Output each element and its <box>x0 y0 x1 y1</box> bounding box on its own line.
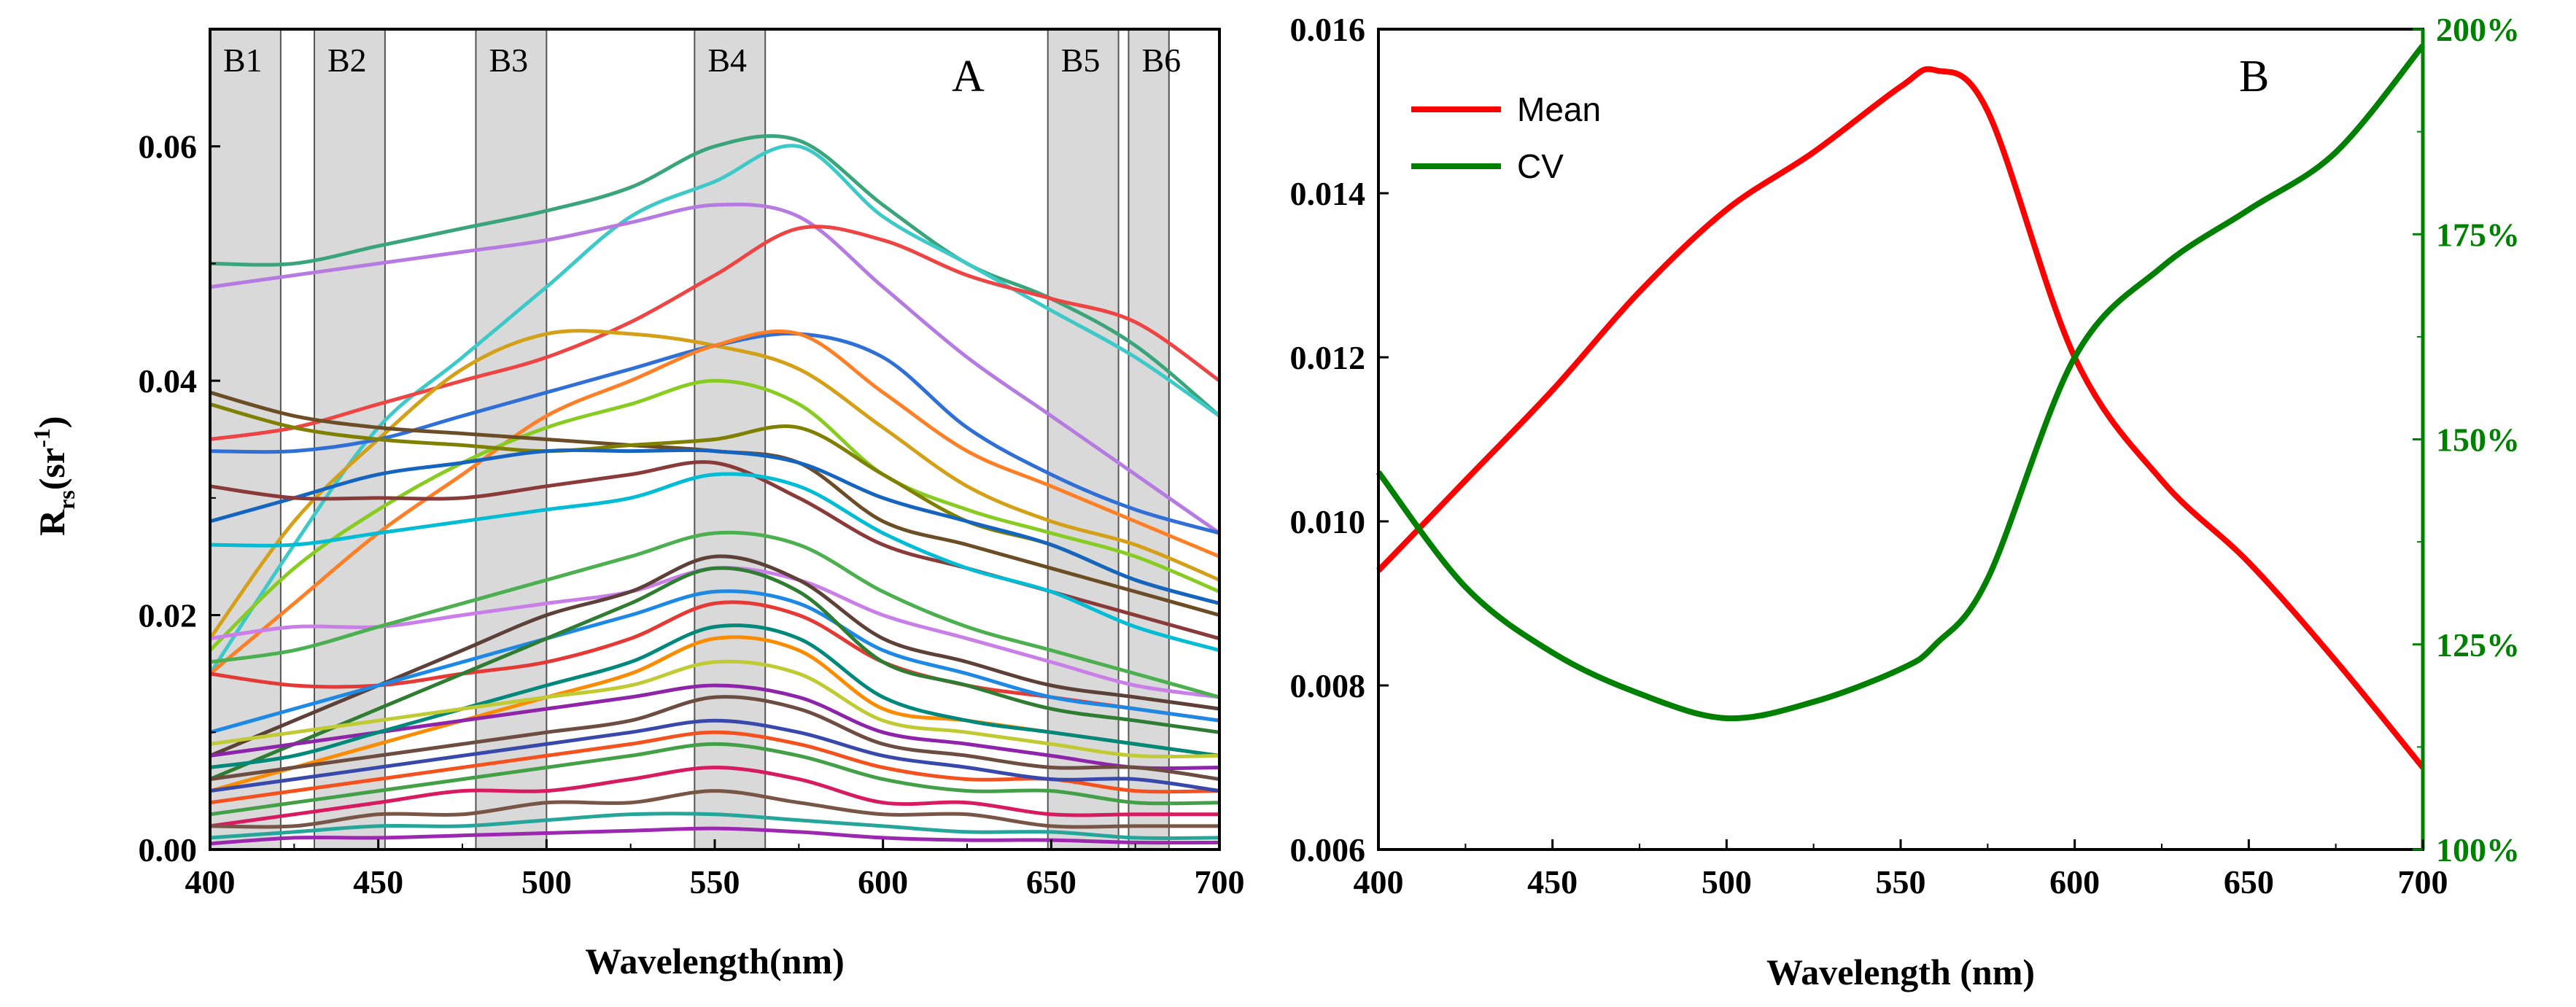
y-title-subscript: rs <box>53 490 79 510</box>
right-y-tick-label: 100% <box>2436 831 2520 868</box>
panel-a-y-ticks: 0.00 0.02 0.04 0.06 <box>139 128 220 868</box>
series-line-8 <box>209 378 1220 652</box>
y-tick-label: 0.008 <box>1290 667 1366 704</box>
y-tick-label: 0.02 <box>139 597 198 634</box>
summary-series <box>1376 43 2426 770</box>
series-line-13 <box>209 472 1220 653</box>
y-tick-label: 0.014 <box>1290 175 1366 212</box>
series-line-29 <box>209 789 1219 829</box>
series-line-7 <box>209 329 1220 675</box>
series-line-3 <box>209 202 1221 535</box>
x-tick-label: 400 <box>185 863 236 901</box>
y-tick-label: 0.016 <box>1290 11 1366 48</box>
panel-b: 400 450 500 550 600 650 700 0.0060.0080.0100.0… <box>1290 11 2521 992</box>
x-tick-label: 400 <box>1354 863 1404 901</box>
right-y-tick-label: 125% <box>2436 626 2520 664</box>
x-tick-label: 600 <box>858 863 908 901</box>
series-line-24 <box>209 695 1220 782</box>
y-tick-label: 0.010 <box>1290 503 1366 540</box>
series-line-cv <box>1376 43 2426 722</box>
series-line-15 <box>209 530 1220 699</box>
series-line-26 <box>209 718 1220 793</box>
series-line-22 <box>209 623 1220 769</box>
y-tick-label: 0.04 <box>139 362 198 400</box>
panel-b-x-ticks: 400 450 500 550 600 650 700 <box>1354 839 2448 901</box>
y-title-superscript: -1 <box>28 428 55 448</box>
right-y-tick-label: 200% <box>2436 11 2520 48</box>
x-tick-label: 550 <box>1876 863 1926 901</box>
x-tick-label: 700 <box>1195 863 1245 901</box>
y-tick-label: 0.012 <box>1290 339 1366 376</box>
right-y-tick-label: 150% <box>2436 421 2520 459</box>
series-line-19 <box>209 566 1220 781</box>
panel-a-x-axis-title: Wavelength(nm) <box>585 941 845 981</box>
panel-a-y-axis-title: Rrs(sr-1) <box>28 416 79 536</box>
band-label-b5: B5 <box>1061 42 1101 79</box>
y-title-main: R <box>31 509 72 536</box>
x-tick-label: 450 <box>1527 863 1578 901</box>
band-label-b2: B2 <box>327 42 367 79</box>
panel-a-label: A <box>952 52 985 101</box>
series-line-11 <box>209 448 1220 605</box>
series-line-27 <box>209 742 1220 817</box>
x-tick-label: 550 <box>690 863 740 901</box>
right-y-tick-label: 175% <box>2436 216 2520 253</box>
band-label-b6: B6 <box>1141 42 1181 79</box>
panel-b-right-y-ticks: 100% 125% 150% 175% 200% <box>2413 11 2520 868</box>
series-line-mean <box>1376 66 2426 770</box>
band-b6 <box>1128 28 1170 850</box>
panel-b-x-axis-title: Wavelength (nm) <box>1766 952 2035 992</box>
legend: Mean CV <box>1411 90 1601 185</box>
panel-b-label: B <box>2239 52 2269 101</box>
series-line-28 <box>209 765 1219 828</box>
x-tick-label: 450 <box>353 863 403 901</box>
y-title-unit-close: ) <box>31 416 72 429</box>
panel-a-x-ticks: 400 450 500 550 600 650 700 <box>185 839 1245 901</box>
x-tick-label: 650 <box>2224 863 2274 901</box>
x-tick-label: 600 <box>2049 863 2100 901</box>
legend-label-mean: Mean <box>1517 90 1601 128</box>
series-line-5 <box>208 329 1220 640</box>
panel-a: B1 B2 B3 B4 B5 B6 400 450 500 550 600 650 700 0.000… <box>28 28 1245 981</box>
x-tick-label: 500 <box>1702 863 1752 901</box>
x-tick-label: 650 <box>1026 863 1076 901</box>
legend-label-cv: CV <box>1517 147 1564 185</box>
y-tick-label: 0.006 <box>1290 831 1366 868</box>
x-tick-label: 700 <box>2398 863 2448 901</box>
series-line-4 <box>209 225 1221 441</box>
x-tick-label: 500 <box>521 863 572 901</box>
series-line-30 <box>209 812 1220 841</box>
panel-b-y-ticks: 0.006 0.008 0.010 0.012 0.014 0.016 <box>1290 11 1389 868</box>
band-label-b3: B3 <box>489 42 528 79</box>
series-line-2 <box>208 144 1221 675</box>
reflectance-series <box>208 133 1221 846</box>
series-line-23 <box>209 659 1220 759</box>
y-tick-label: 0.00 <box>139 831 198 868</box>
y-tick-label: 0.06 <box>139 128 198 166</box>
y-title-unit-open: (sr <box>31 448 72 490</box>
band-label-b4: B4 <box>707 42 747 79</box>
series-line-18 <box>209 589 1220 734</box>
band-label-b1: B1 <box>223 42 263 79</box>
